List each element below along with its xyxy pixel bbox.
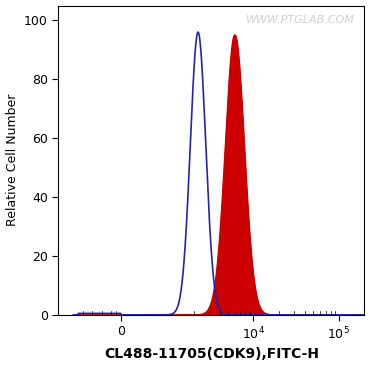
Text: WWW.PTGLAB.COM: WWW.PTGLAB.COM [246, 15, 355, 25]
X-axis label: CL488-11705(CDK9),FITC-H: CL488-11705(CDK9),FITC-H [104, 348, 319, 361]
Y-axis label: Relative Cell Number: Relative Cell Number [6, 94, 18, 226]
